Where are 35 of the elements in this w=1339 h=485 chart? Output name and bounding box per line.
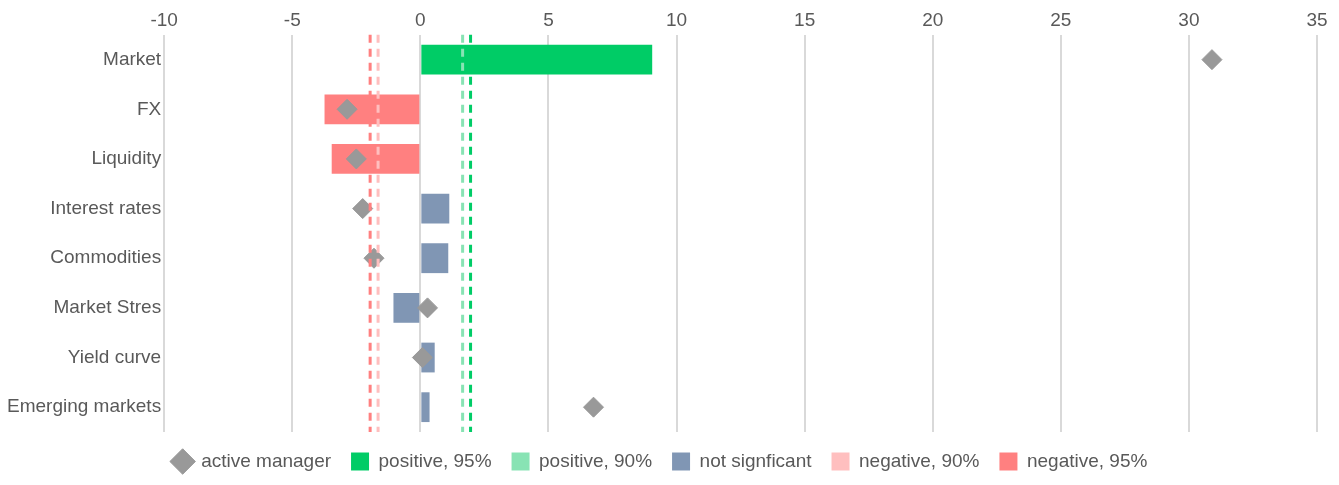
x-tick-label: 0	[415, 8, 426, 30]
legend-label: positive, 90%	[539, 449, 653, 471]
legend-label: positive, 95%	[378, 449, 492, 471]
y-tick-label: Liquidity	[91, 147, 162, 169]
x-tick-label: 5	[543, 8, 554, 30]
x-tick-label: 15	[794, 8, 816, 30]
point	[1201, 49, 1223, 71]
point	[352, 198, 374, 220]
x-tick-label: 20	[922, 8, 944, 30]
point	[336, 98, 358, 120]
legend-label: negative, 95%	[1026, 449, 1148, 471]
y-tick-label: FX	[136, 97, 162, 119]
x-tick-label: -5	[283, 8, 301, 30]
point	[345, 148, 367, 170]
x-tick-label: 35	[1306, 8, 1328, 30]
x-tick-label: -10	[150, 8, 178, 30]
bar	[393, 292, 420, 323]
bar	[421, 193, 450, 224]
y-tick-label: Commodities	[50, 246, 162, 268]
point	[583, 396, 605, 418]
bar	[421, 243, 449, 274]
legend-label: active manager	[201, 449, 332, 471]
x-tick-label: 10	[665, 8, 688, 30]
point	[417, 297, 439, 319]
x-tick-label: 30	[1178, 8, 1200, 30]
legend-label: negative, 90%	[859, 449, 980, 471]
y-tick-label: Market Stres	[53, 296, 162, 318]
bar	[421, 392, 430, 423]
y-tick-label: Interest rates	[50, 196, 162, 218]
y-tick-label: Emerging markets	[6, 395, 162, 417]
legend-label: not signficant	[699, 449, 813, 471]
y-tick-label: Yield curve	[67, 345, 162, 367]
point	[411, 347, 433, 369]
y-tick-label: Market	[103, 47, 162, 69]
x-tick-label: 25	[1050, 8, 1072, 30]
